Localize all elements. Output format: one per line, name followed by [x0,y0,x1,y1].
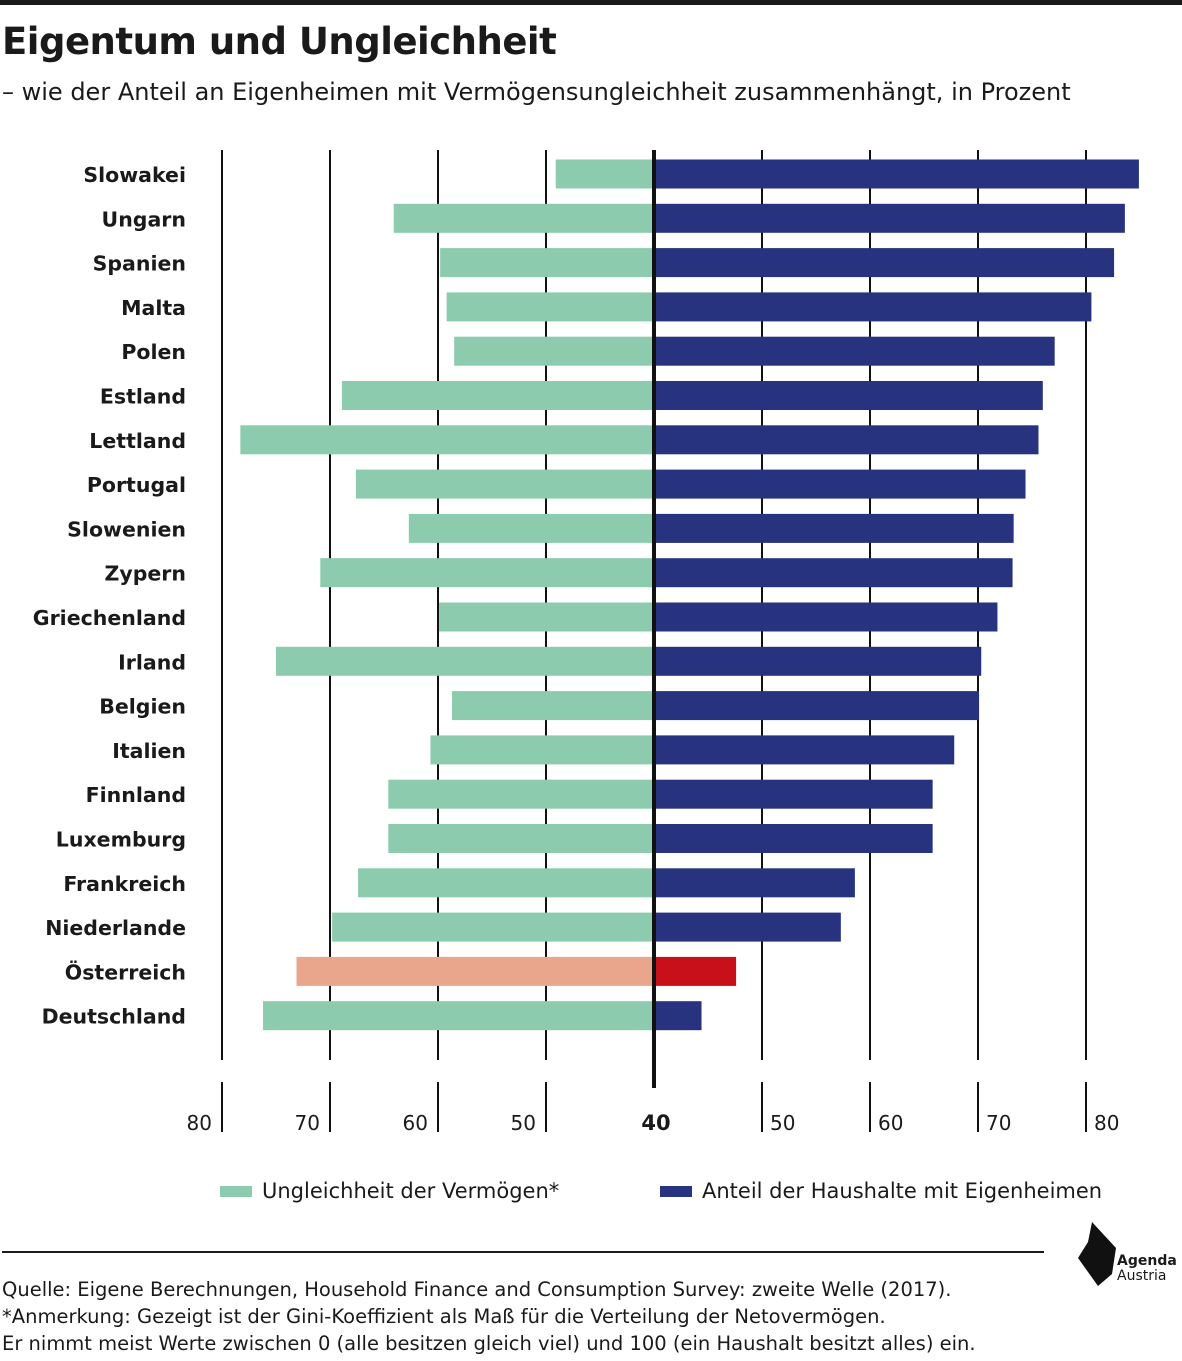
bar-inequality [332,912,654,942]
bar-inequality [263,1001,654,1031]
category-label: Lettland [89,429,186,453]
bar-inequality [388,779,654,809]
bar-ownership [654,1001,702,1031]
category-label: Belgien [99,695,186,719]
bar-ownership [654,203,1125,233]
bar-inequality [452,691,654,721]
bar-ownership [654,602,998,632]
bar-inequality [276,646,654,676]
bar-inequality [439,602,654,632]
bar-ownership [654,336,1055,366]
x-tick-label: 80 [1094,1111,1119,1135]
category-label: Italien [112,739,186,763]
x-tick-label: 50 [511,1111,536,1135]
bar-inequality [446,292,654,322]
category-label: Slowenien [67,517,186,541]
bar-ownership [654,558,1013,588]
bar-ownership [654,646,982,676]
bar-ownership [654,425,1039,455]
category-label: Luxemburg [56,828,186,852]
legend-swatch-ownership [660,1185,692,1197]
note-line-2: Er nimmt meist Werte zwischen 0 (alle be… [2,1332,976,1355]
bar-inequality [555,159,654,189]
bar-inequality [355,469,654,499]
x-tick-label: 70 [986,1111,1011,1135]
bar-ownership [654,956,737,986]
bar-ownership [654,513,1014,543]
bar-inequality [454,336,654,366]
category-label: Deutschland [42,1005,186,1029]
category-label: Spanien [93,252,186,276]
diverging-bar-chart: Slowakei Ungarn Spanien Malta Polen Estland Le… [33,150,1139,1135]
agenda-austria-logo-icon [1078,1222,1116,1286]
x-tick-label: 70 [295,1111,320,1135]
legend-swatch-inequality [220,1185,252,1197]
bar-ownership [654,824,933,853]
category-label: Polen [121,340,186,364]
bar-ownership [654,292,1092,322]
bar-inequality [393,203,654,233]
category-label: Ungarn [102,207,186,231]
legend-ownership: Anteil der Haushalte mit Eigenheimen [660,1179,1102,1203]
bar-inequality [388,824,654,853]
x-tick-label: 60 [403,1111,428,1135]
source-line: Quelle: Eigene Berechnungen, Household F… [2,1278,952,1301]
x-tick-label-center: 40 [641,1111,670,1135]
category-label: Slowakei [83,163,186,187]
category-label: Frankreich [63,872,186,896]
top-rule [0,0,1182,5]
chart-subtitle: – wie der Anteil an Eigenheimen mit Verm… [2,78,1071,106]
logo-line1: Agenda [1117,1253,1177,1269]
bar-ownership [654,381,1043,410]
note-line: *Anmerkung: Gezeigt ist der Gini-Koeffiz… [2,1305,886,1328]
category-label: Zypern [104,562,186,586]
legend-label-inequality: Ungleichheit der Vermögen* [262,1179,560,1203]
bar-ownership [654,691,980,721]
bar-ownership [654,779,933,809]
bottom-rule [2,1251,1044,1253]
category-label: Estland [100,385,186,409]
logo-text: Agenda Austria [1117,1254,1177,1284]
category-label: Portugal [87,473,186,497]
bar-inequality [320,558,654,588]
bar-inequality [240,425,655,455]
logo-line2: Austria [1117,1268,1167,1284]
bar-inequality [296,956,654,986]
bar-ownership [654,735,955,765]
bar-inequality [408,513,654,543]
chart-title: Eigentum und Ungleichheit [2,20,557,63]
category-label: Österreich [65,959,186,984]
bar-ownership [654,248,1115,278]
bar-inequality [430,735,654,765]
bar-ownership [654,469,1026,499]
bar-ownership [654,159,1139,189]
category-label: Irland [118,650,186,674]
category-label: Malta [121,296,186,320]
bar-inequality [440,248,654,278]
bar-inequality [358,868,654,898]
category-label: Finnland [86,783,186,807]
bar-ownership [654,868,855,898]
legend-label-ownership: Anteil der Haushalte mit Eigenheimen [702,1179,1103,1203]
source-notes: Quelle: Eigene Berechnungen, Household F… [2,1276,976,1357]
category-label: Niederlande [45,916,186,940]
category-label: Griechenland [33,606,186,630]
bar-inequality [341,381,654,410]
x-tick-label: 80 [187,1111,212,1135]
legend-inequality: Ungleichheit der Vermögen* [220,1179,559,1203]
x-tick-label: 60 [878,1111,903,1135]
x-tick-label: 50 [770,1111,795,1135]
bar-ownership [654,912,841,942]
